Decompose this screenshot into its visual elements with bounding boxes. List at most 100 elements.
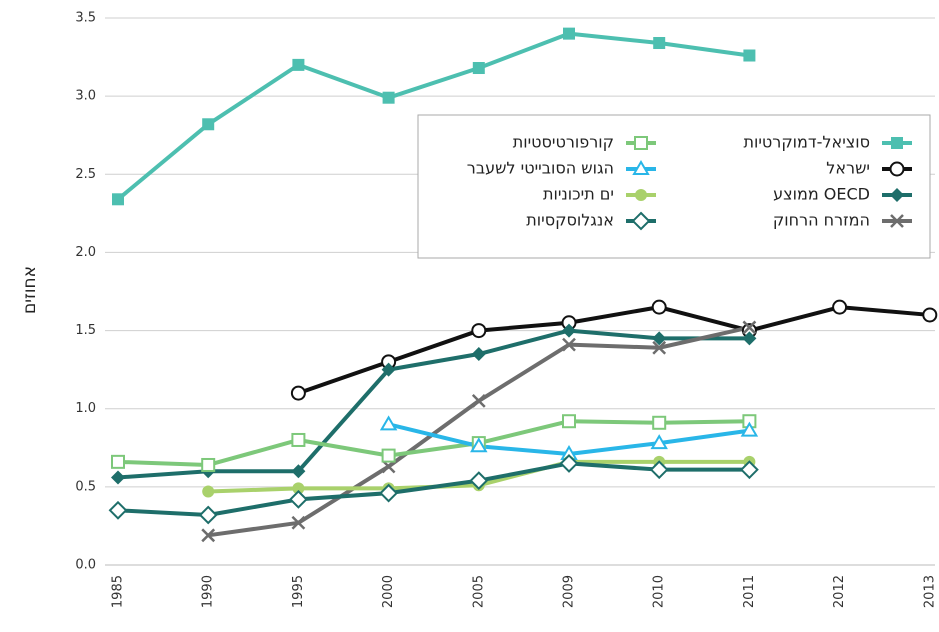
marker <box>198 505 218 525</box>
marker <box>202 485 215 498</box>
marker-shape <box>891 137 903 149</box>
marker-shape <box>292 58 305 71</box>
y-tick-label: 2.0 <box>75 245 96 260</box>
y-tick-label: 0.5 <box>75 479 96 494</box>
marker-shape <box>889 161 905 177</box>
marker <box>891 137 903 149</box>
marker <box>471 347 486 362</box>
marker-shape <box>292 482 305 495</box>
y-axis-label: אחוזים <box>20 266 40 314</box>
marker <box>652 340 667 355</box>
marker <box>922 307 938 323</box>
marker <box>740 421 759 437</box>
x-tick-label: 2000 <box>381 575 396 608</box>
marker <box>111 470 125 485</box>
marker <box>739 460 759 480</box>
marker <box>651 299 667 315</box>
y-tick-label: 2.5 <box>75 167 96 182</box>
marker-shape <box>201 457 216 472</box>
marker-shape <box>291 515 306 530</box>
marker-shape <box>471 394 486 408</box>
marker-shape <box>890 188 904 202</box>
y-tick-label: 0.0 <box>75 558 96 573</box>
marker <box>562 323 576 338</box>
series-line <box>297 305 930 395</box>
marker-shape <box>472 62 485 75</box>
marker <box>832 299 848 315</box>
marker-shape <box>202 485 215 498</box>
marker-shape <box>198 505 218 525</box>
legend-label: ממוצע OECD <box>773 185 870 204</box>
x-tick-label: 1995 <box>291 575 306 608</box>
x-tick-label: 2011 <box>742 575 757 608</box>
x-tick-label: 2005 <box>471 575 486 608</box>
marker <box>202 118 215 131</box>
marker-shape <box>288 489 308 509</box>
marker-shape <box>652 340 667 355</box>
marker-shape <box>382 91 395 104</box>
marker <box>111 454 125 469</box>
y-tick-label: 3.5 <box>75 11 96 26</box>
marker-shape <box>111 454 125 469</box>
marker-shape <box>653 37 666 50</box>
marker-shape <box>290 385 306 401</box>
legend-label: אנגלוסקסיות <box>526 211 614 230</box>
series-line <box>117 328 750 480</box>
marker-shape <box>743 49 756 62</box>
marker <box>890 214 904 228</box>
y-tick-label: 1.0 <box>75 401 96 416</box>
marker-shape <box>631 211 651 231</box>
marker <box>379 415 398 431</box>
legend-label: המזרח הרחוק <box>773 211 870 230</box>
marker-shape <box>291 432 306 447</box>
marker <box>559 453 579 473</box>
marker <box>288 489 308 509</box>
marker <box>381 362 396 377</box>
series-line <box>116 31 750 201</box>
marker <box>291 515 306 530</box>
marker-shape <box>652 415 667 430</box>
marker-shape <box>742 331 757 346</box>
marker-shape <box>562 414 576 429</box>
marker <box>742 320 757 335</box>
x-tick-label: 2010 <box>652 575 667 608</box>
x-tick-label: 2013 <box>922 575 937 608</box>
legend-label: קורפורטיסטיות <box>513 133 614 152</box>
marker-shape <box>108 500 128 520</box>
marker-shape <box>381 448 396 463</box>
marker-shape <box>379 483 399 503</box>
marker <box>290 385 306 401</box>
marker-shape <box>471 323 487 339</box>
marker <box>634 136 648 150</box>
marker-shape <box>635 189 647 201</box>
marker <box>562 414 576 429</box>
marker-shape <box>471 347 486 362</box>
marker <box>649 460 669 480</box>
marker-shape <box>562 323 576 338</box>
marker-shape <box>652 331 667 346</box>
y-tick-label: 3.0 <box>75 89 96 104</box>
marker-shape <box>890 214 904 228</box>
marker <box>112 193 124 206</box>
marker-shape <box>651 299 667 315</box>
legend-label: סוציאל-דמוקרטיות <box>743 133 870 152</box>
marker <box>201 528 216 543</box>
marker-shape <box>202 118 215 131</box>
marker-shape <box>922 307 938 323</box>
marker <box>382 91 395 104</box>
x-tick-label: 2009 <box>562 575 577 608</box>
marker <box>471 394 486 408</box>
marker <box>291 464 306 479</box>
marker <box>742 331 757 346</box>
marker-shape <box>650 434 668 450</box>
marker <box>562 337 576 352</box>
marker <box>379 483 399 503</box>
marker <box>650 434 668 450</box>
marker-shape <box>381 362 396 377</box>
marker <box>631 211 651 231</box>
marker <box>652 415 667 430</box>
marker <box>108 500 128 520</box>
marker-shape <box>563 27 575 40</box>
marker <box>201 457 216 472</box>
marker <box>469 471 489 491</box>
